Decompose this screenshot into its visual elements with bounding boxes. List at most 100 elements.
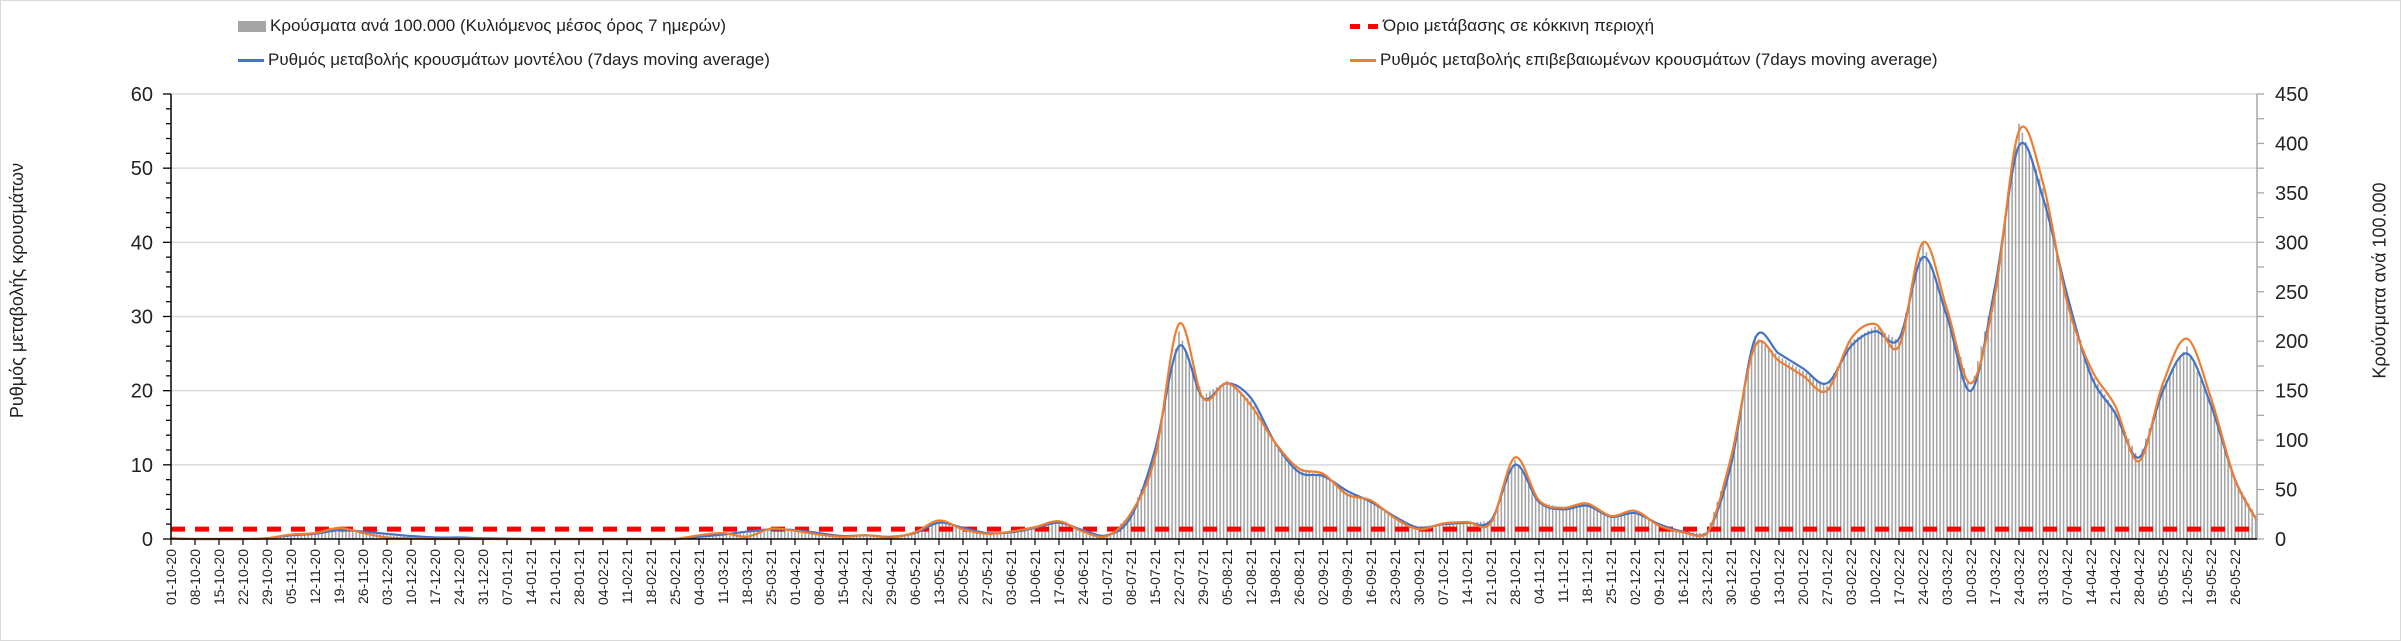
cases-bar bbox=[1078, 529, 1081, 539]
left-axis-tick-label: 0 bbox=[142, 529, 153, 551]
x-axis-tick-label: 30-12-21 bbox=[1723, 549, 1739, 605]
cases-bar bbox=[2247, 503, 2250, 539]
cases-bar bbox=[1250, 400, 1252, 539]
x-axis-tick-label: 17-03-22 bbox=[1987, 549, 2003, 605]
cases-bar bbox=[2083, 351, 2085, 539]
x-axis-tick-label: 22-10-20 bbox=[235, 549, 251, 605]
cases-bar bbox=[321, 531, 323, 539]
cases-bar bbox=[1322, 475, 1324, 539]
right-axis-tick-label: 100 bbox=[2275, 430, 2308, 452]
cases-bar bbox=[2189, 354, 2192, 539]
cases-bar bbox=[914, 533, 916, 539]
cases-bar bbox=[2079, 340, 2082, 539]
x-axis-tick-label: 03-03-22 bbox=[1939, 549, 1955, 605]
cases-bar bbox=[1743, 389, 1746, 539]
cases-bar bbox=[317, 532, 320, 539]
cases-bar bbox=[1140, 488, 1143, 539]
right-axis-tick-label: 300 bbox=[2275, 232, 2308, 254]
cases-bar bbox=[1723, 480, 1725, 539]
cases-bar bbox=[825, 534, 827, 539]
x-axis-tick-label: 10-03-22 bbox=[1963, 549, 1979, 605]
x-axis-tick-label: 21-10-21 bbox=[1483, 549, 1499, 605]
right-axis-tick-label: 200 bbox=[2275, 331, 2308, 353]
cases-bar bbox=[1606, 514, 1609, 539]
cases-bar bbox=[718, 534, 721, 539]
x-axis-tick-label: 05-11-20 bbox=[283, 549, 299, 604]
cases-bar bbox=[797, 530, 800, 539]
x-axis-tick-label: 08-10-20 bbox=[187, 549, 203, 605]
cases-bar bbox=[1212, 389, 1215, 539]
cases-bar bbox=[993, 532, 995, 539]
cases-bar bbox=[2062, 281, 2065, 539]
cases-bar bbox=[2179, 357, 2181, 539]
cases-bar bbox=[1243, 394, 1245, 539]
x-axis-tick-label: 10-12-20 bbox=[403, 549, 419, 605]
cases-bar bbox=[1510, 468, 1513, 539]
cases-bar bbox=[1754, 336, 1756, 539]
cases-bar bbox=[1939, 291, 1941, 539]
cases-bar bbox=[1421, 526, 1424, 539]
legend-cases-bar-label: Κρούσματα ανά 100.000 (Κυλιόμενος μέσος … bbox=[270, 16, 727, 35]
cases-bar bbox=[1270, 436, 1273, 539]
cases-bar bbox=[1589, 506, 1592, 539]
cases-bar bbox=[759, 530, 762, 539]
x-axis-tick-label: 29-04-21 bbox=[883, 549, 899, 605]
x-axis-tick-label: 09-12-21 bbox=[1651, 549, 1667, 605]
cases-bar bbox=[1761, 341, 1763, 539]
cases-bar bbox=[783, 529, 786, 539]
right-axis-tick-label: 450 bbox=[2275, 84, 2308, 106]
cases-bar bbox=[1030, 527, 1033, 539]
cases-bar bbox=[1569, 507, 1571, 539]
cases-bar bbox=[310, 533, 313, 539]
cases-bar bbox=[338, 528, 340, 539]
cases-bar bbox=[1167, 384, 1170, 539]
x-axis-tick-label: 31-12-20 bbox=[475, 549, 491, 605]
cases-bar bbox=[1054, 522, 1057, 539]
cases-bar bbox=[1809, 375, 1811, 539]
cases-bar bbox=[1658, 525, 1660, 539]
cases-bar bbox=[2011, 170, 2013, 540]
cases-bar bbox=[1795, 366, 1797, 539]
cases-bar bbox=[917, 531, 920, 539]
cases-bar bbox=[2076, 329, 2079, 539]
x-axis-tick-label: 26-11-20 bbox=[355, 549, 371, 604]
x-axis-tick-label: 11-02-21 bbox=[619, 549, 635, 604]
legend-model-rate-label: Ρυθμός μεταβολής κρουσμάτων μοντέλου (7d… bbox=[268, 50, 770, 69]
cases-bar bbox=[1551, 505, 1554, 539]
x-axis-tick-label: 07-10-21 bbox=[1435, 549, 1451, 605]
legend-confirmed-rate: Ρυθμός μεταβολής επιβεβαιωμένων κρουσμάτ… bbox=[1350, 50, 1938, 70]
cases-bar bbox=[1596, 509, 1599, 539]
cases-bar bbox=[1349, 493, 1352, 539]
cases-bar bbox=[2234, 479, 2236, 539]
cases-bar bbox=[1257, 412, 1259, 539]
cases-bar bbox=[1719, 491, 1722, 539]
cases-bar bbox=[1161, 419, 1163, 539]
cases-bar bbox=[1881, 330, 1883, 539]
cases-bar bbox=[1188, 358, 1191, 539]
cases-bar bbox=[1411, 524, 1413, 539]
cases-bar bbox=[1579, 505, 1581, 539]
cases-bar bbox=[1342, 490, 1345, 539]
cases-bar bbox=[1603, 512, 1605, 539]
cases-bar bbox=[1815, 379, 1818, 539]
x-axis-tick-label: 28-10-21 bbox=[1507, 549, 1523, 605]
cases-bar bbox=[2110, 405, 2113, 539]
cases-bar bbox=[2158, 396, 2161, 539]
cases-bar bbox=[1521, 471, 1523, 539]
cases-bar bbox=[1325, 478, 1328, 539]
cases-bar bbox=[948, 524, 951, 539]
left-axis-tick-label: 30 bbox=[131, 307, 153, 329]
x-axis-tick-label: 05-08-21 bbox=[1219, 549, 1235, 605]
cases-bar bbox=[2251, 509, 2253, 539]
cases-bar bbox=[811, 532, 813, 539]
cases-bar bbox=[1298, 469, 1300, 539]
x-axis-tick-label: 06-05-21 bbox=[907, 549, 923, 605]
x-axis-tick-label: 19-08-21 bbox=[1267, 549, 1283, 605]
cases-bar bbox=[1075, 528, 1077, 539]
x-axis-tick-label: 26-08-21 bbox=[1291, 549, 1307, 605]
cases-bar bbox=[1767, 347, 1770, 539]
cases-bar bbox=[293, 533, 296, 539]
cases-bar bbox=[1305, 471, 1307, 539]
cases-bar bbox=[1123, 520, 1125, 539]
